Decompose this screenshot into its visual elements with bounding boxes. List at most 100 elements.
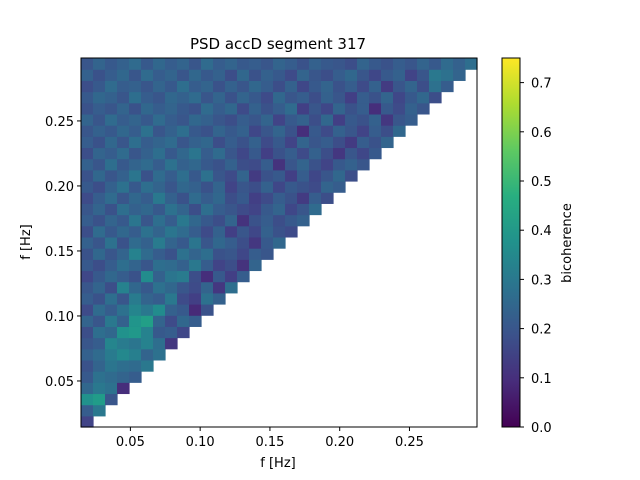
heatmap-cell [213,225,226,238]
heatmap-cell [237,136,250,149]
heatmap-cell [285,102,298,115]
heatmap-cell [297,136,310,149]
heatmap-cell [201,292,214,305]
heatmap-cell [129,225,142,238]
heatmap-cell [249,192,262,204]
heatmap-cell [141,304,154,316]
heatmap-cell [249,80,262,93]
heatmap-cell [225,69,238,81]
heatmap-cell [81,415,94,428]
y-tick-label: 0.20 [45,180,74,195]
heatmap-cell [81,337,94,350]
heatmap-cell [393,102,406,115]
heatmap-cell [261,147,274,160]
heatmap-cell [345,102,358,115]
heatmap-cell [189,259,202,272]
heatmap-cell [333,181,346,193]
heatmap-cell [105,270,118,283]
heatmap-cell [237,91,250,104]
heatmap-cell [141,259,154,272]
heatmap-cell [225,214,238,227]
heatmap-cell [117,348,130,361]
heatmap-cell [309,80,322,93]
heatmap-cell [105,192,118,204]
heatmap-cell [141,337,154,350]
heatmap-cell [285,192,298,204]
heatmap-cell [309,181,322,193]
heatmap-cell [201,80,214,93]
heatmap-cell [81,80,94,93]
heatmap-cell [213,169,226,182]
heatmap-cell [273,203,286,216]
heatmap-cell [141,181,154,193]
heatmap-cell [81,359,94,372]
heatmap-cell [93,192,106,204]
heatmap-cell [297,125,310,137]
heatmap-cell [237,113,250,126]
heatmap-cell [249,236,262,249]
colorbar-tick-label: 0.6 [531,126,552,141]
heatmap-cell [189,315,202,327]
heatmap-cell [297,214,310,227]
heatmap-cell [309,169,322,182]
heatmap-cell [129,326,142,339]
heatmap-cell [153,80,166,93]
heatmap-cell [129,158,142,171]
heatmap-cell [309,147,322,160]
heatmap-cell [321,136,334,149]
heatmap-cell [213,214,226,227]
heatmap-cell [129,102,142,115]
heatmap-cell [177,281,190,294]
heatmap-cell [81,102,94,115]
heatmap-cell [93,181,106,193]
heatmap-cell [465,58,478,70]
colorbar-label: bicoherence [560,203,575,283]
heatmap-cell [81,281,94,294]
heatmap-cell [237,214,250,227]
heatmap-cell [261,158,274,171]
heatmap-cell [273,225,286,238]
heatmap-cell [153,169,166,182]
heatmap-cell [81,69,94,81]
heatmap-cell [141,315,154,327]
heatmap-cell [429,58,442,70]
heatmap-cell [93,292,106,305]
heatmap-cell [177,326,190,339]
heatmap-cell [453,58,466,70]
heatmap-cell [165,304,178,316]
heatmap-cell [81,315,94,327]
heatmap-cell [273,181,286,193]
heatmap-cell [285,58,298,70]
heatmap-cell [165,80,178,93]
heatmap-cell [285,169,298,182]
heatmap-cell [345,158,358,171]
heatmap-cell [189,80,202,93]
heatmap-cell [201,125,214,137]
heatmap-cell [225,225,238,238]
heatmap-cell [369,58,382,70]
heatmap-cell [213,236,226,249]
heatmap-cell [81,192,94,204]
heatmap-cell [225,236,238,249]
heatmap-cell [129,214,142,227]
heatmap-cell [261,225,274,238]
heatmap-cell [297,91,310,104]
heatmap-cell [345,125,358,137]
heatmap-cell [93,315,106,327]
heatmap-cell [141,69,154,81]
heatmap-cell [225,158,238,171]
heatmap-cell [333,136,346,149]
colorbar-tick-label: 0.1 [531,372,552,387]
heatmap-cell [213,91,226,104]
heatmap-cell [165,136,178,149]
x-axis: 0.05 0.10 0.15 0.20 0.25 [116,427,424,450]
colorbar-tick-label: 0.7 [531,77,552,92]
heatmap-cell [237,125,250,137]
heatmap-cell [213,80,226,93]
heatmap-cell [141,326,154,339]
heatmap-cell [249,58,262,70]
colorbar-tick-label: 0.2 [531,323,552,338]
heatmap-cell [309,192,322,204]
heatmap-cell [117,158,130,171]
heatmap-cell [453,69,466,81]
